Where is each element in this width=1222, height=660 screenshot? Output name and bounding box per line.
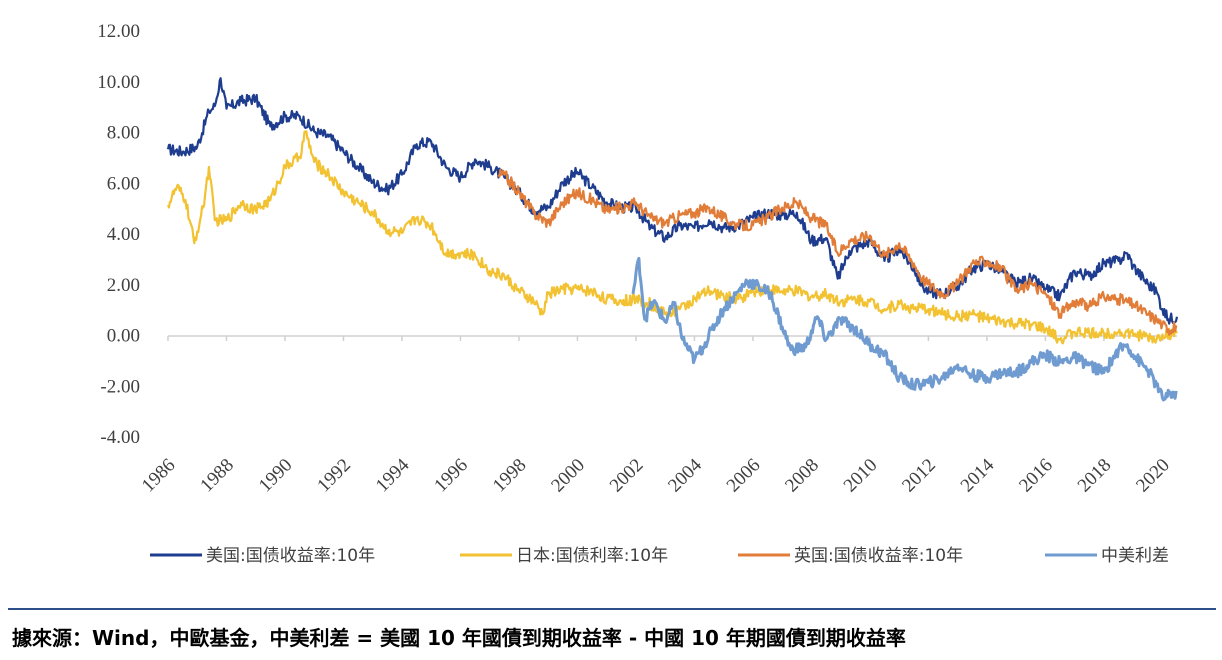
series-line (497, 168, 1178, 336)
legend: 美国:国债收益率:10年 日本:国债利率:10年 英国:国债收益率:10年 中美利差 (150, 546, 1169, 566)
y-tick-label: 0.00 (107, 326, 140, 347)
x-tick-label: 1994 (372, 454, 414, 496)
x-tick-label: 2012 (898, 455, 940, 497)
x-tick-label: 2002 (606, 455, 648, 497)
source-note: 據來源：Wind，中歐基金，中美利差 = 美國 10 年國債到期收益率 - 中國… (12, 626, 906, 650)
series-line (631, 256, 1178, 402)
y-tick-label: 12.00 (97, 21, 140, 42)
x-tick-label: 2000 (547, 455, 589, 497)
y-tick-label: 8.00 (107, 123, 140, 144)
x-tick-label: 2018 (1074, 455, 1116, 497)
series-line (166, 130, 1178, 345)
x-tick-label: 1992 (313, 455, 355, 497)
legend-label: 英国:国债收益率:10年 (794, 546, 963, 566)
x-tick-label: 2010 (840, 455, 882, 497)
legend-label: 美国:国债收益率:10年 (206, 546, 375, 566)
legend-label: 中美利差 (1101, 546, 1169, 566)
x-tick-label: 1998 (489, 455, 531, 497)
x-tick-label: 2006 (723, 455, 765, 497)
y-tick-label: -2.00 (100, 376, 140, 397)
y-tick-label: 6.00 (107, 173, 140, 194)
y-tick-label: 10.00 (97, 72, 140, 93)
x-tick-label: 1988 (196, 455, 238, 497)
y-tick-label: 2.00 (107, 275, 140, 296)
x-tick-label: 1996 (430, 455, 472, 497)
x-axis: 1986 1988 1990 1992 1994 1996 1998 2000 2002 2004… (138, 336, 1174, 496)
chart: 12.00 10.00 8.00 6.00 4.00 2.00 0.00 -2.00 -4.00… (97, 21, 1179, 566)
y-axis: 12.00 10.00 8.00 6.00 4.00 2.00 0.00 -2.00 -4.00 (97, 21, 140, 448)
legend-label: 日本:国债利率:10年 (516, 546, 668, 566)
x-tick-label: 1990 (255, 455, 297, 497)
x-tick-label: 2004 (664, 454, 706, 496)
x-tick-label: 1986 (138, 455, 180, 497)
x-tick-label: 2016 (1015, 455, 1057, 497)
x-tick-label: 2008 (781, 455, 823, 497)
y-tick-label: -4.00 (100, 427, 140, 448)
y-tick-label: 4.00 (107, 224, 140, 245)
source-divider (8, 608, 1216, 610)
x-tick-label: 2014 (957, 454, 999, 496)
series-layer (166, 77, 1179, 402)
x-tick-label: 2020 (1132, 455, 1174, 497)
